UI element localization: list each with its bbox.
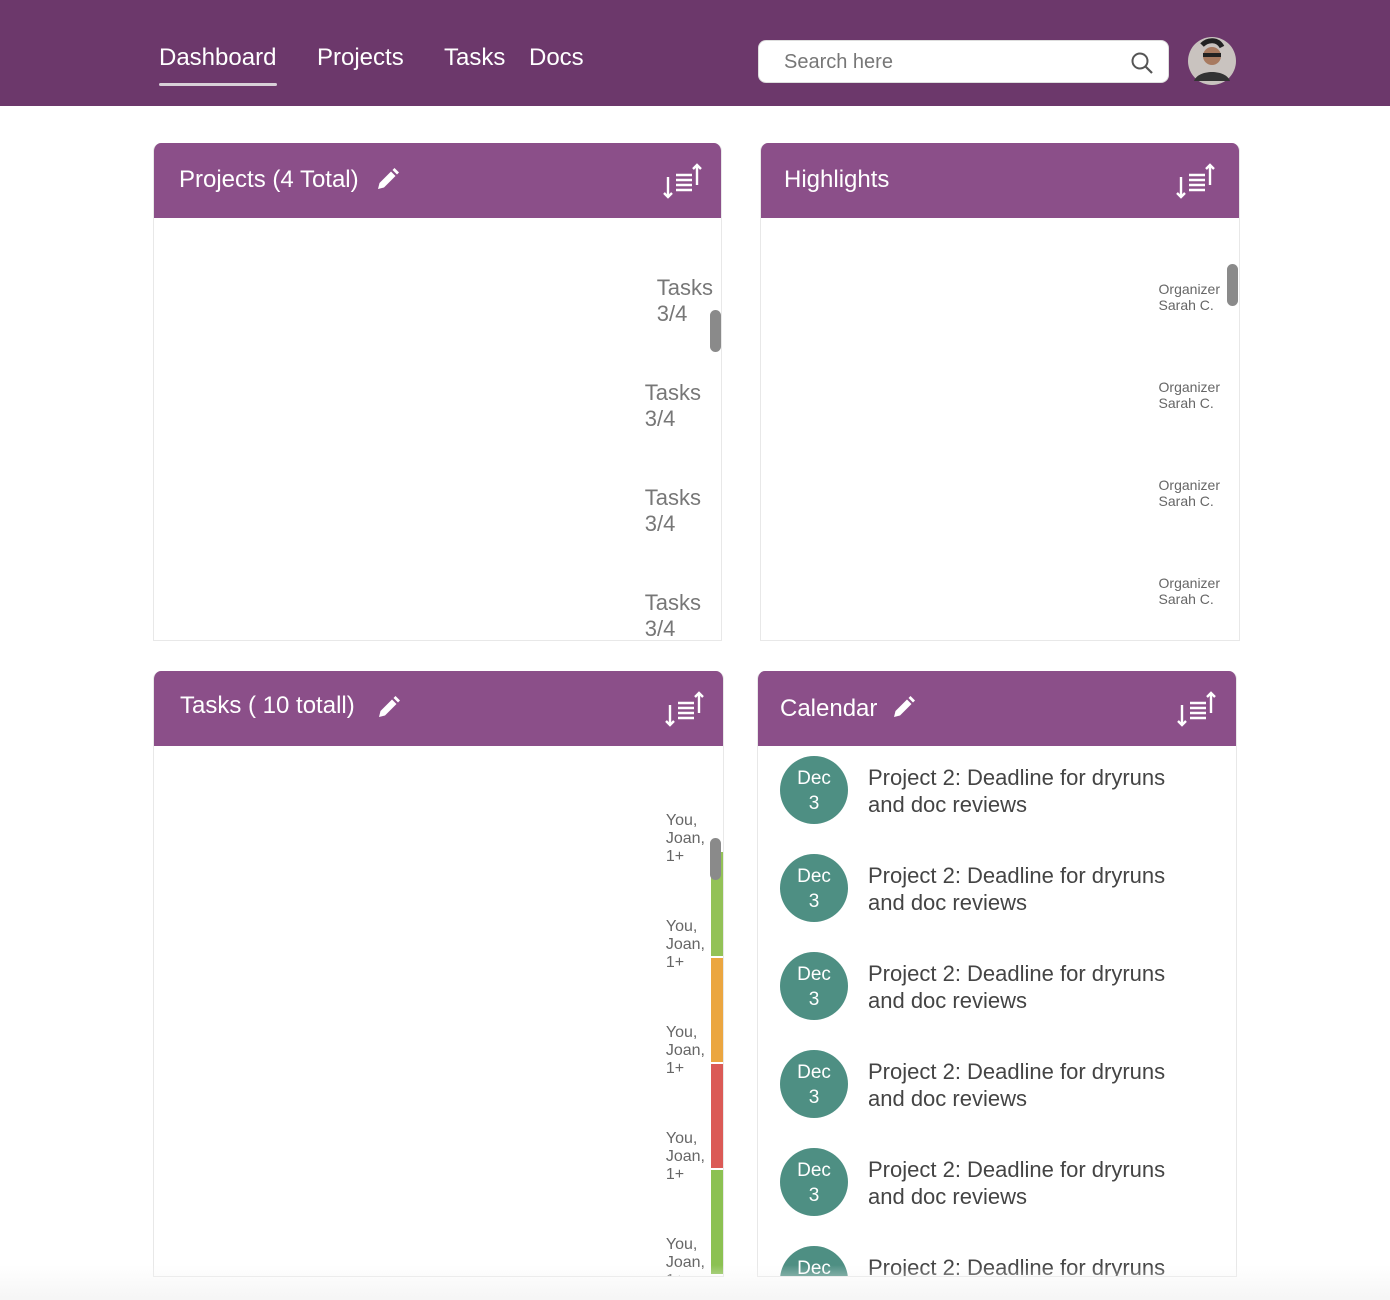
event-title: Project 2: Deadline for dryruns and doc …	[868, 863, 1166, 915]
sort-icon[interactable]	[664, 691, 704, 732]
date-day: 3	[808, 891, 820, 912]
nav-item[interactable]: Projects	[317, 44, 404, 71]
task-count: Tasks 3/4	[644, 380, 701, 431]
date-badge: Dec 3	[780, 952, 848, 1020]
task-status-stripe	[711, 1064, 723, 1168]
sort-icon[interactable]	[1175, 163, 1215, 204]
panel-body: Dec 3 Project 2: Deadline for dryruns and …	[758, 746, 1236, 1276]
panel-header: Tasks ( 10 totall)	[154, 671, 723, 746]
panel-title: Highlights	[784, 166, 890, 193]
date-day: 3	[808, 1185, 820, 1206]
event-title: Project 2: Deadline for dryruns and doc …	[868, 1157, 1166, 1209]
projects-panel: Projects (4 Total) Project number 152%Ta…	[153, 143, 722, 641]
panel-body: Project 2: Deadline for dryruns and doc …	[761, 218, 1239, 640]
nav-item[interactable]: Tasks	[444, 44, 506, 71]
panel-title: Projects (4 Total)	[179, 166, 359, 193]
organizer: Organizer Sarah C.	[1158, 575, 1220, 607]
task-count: Tasks 3/4	[644, 485, 701, 536]
edit-icon[interactable]	[374, 167, 400, 198]
panel-body: Project number 152%Tasks 3/4Project numb…	[154, 218, 721, 640]
panel-title: Tasks ( 10 totall)	[180, 692, 355, 719]
event-title: Project 2: Deadline for dryruns and doc …	[868, 765, 1166, 817]
task-assignees: You, Joan, 1+	[665, 1130, 705, 1183]
avatar[interactable]	[1188, 37, 1236, 85]
panel-title: Calendar	[780, 695, 878, 722]
date-month: Dec	[797, 768, 831, 789]
date-badge: Dec 3	[780, 1148, 848, 1216]
scrollbar[interactable]	[1227, 264, 1238, 306]
task-count: Tasks 3/4	[644, 590, 701, 640]
task-assignees: You, Joan, 1+	[665, 1024, 705, 1077]
task-assignees: You, Joan, 1+	[665, 812, 705, 865]
date-month: Dec	[797, 1160, 831, 1181]
nav-underline	[159, 83, 277, 86]
tasks-panel: Tasks ( 10 totall) Review the SOP on Han…	[153, 671, 724, 1277]
edit-icon[interactable]	[890, 695, 916, 726]
organizer: Organizer Sarah C.	[1158, 477, 1220, 509]
highlights-panel: Highlights Project 2: Deadline for dryru…	[760, 143, 1240, 641]
edit-icon[interactable]	[375, 695, 401, 726]
search-placeholder: Search here	[784, 51, 893, 73]
task-assignees: You, Joan, 1+	[665, 918, 705, 971]
task-status-stripe	[711, 958, 723, 1062]
date-badge: Dec 3	[780, 854, 848, 922]
panel-body: Review the SOP on Hank rev.1By ShannonYo…	[154, 746, 723, 1276]
date-day: 3	[808, 1087, 820, 1108]
organizer: Organizer Sarah C.	[1158, 379, 1220, 411]
date-month: Dec	[797, 964, 831, 985]
calendar-panel: Calendar Dec 3 Project 2: Deadline for dry…	[757, 671, 1237, 1277]
organizer: Organizer Sarah C.	[1158, 281, 1220, 313]
scrollbar[interactable]	[710, 838, 721, 880]
date-badge: Dec 3	[780, 756, 848, 824]
task-status-stripe	[711, 1170, 723, 1274]
panel-header: Calendar	[758, 671, 1236, 746]
nav-item[interactable]: Docs	[529, 44, 584, 71]
sort-icon[interactable]	[1176, 691, 1216, 732]
scrollbar[interactable]	[710, 310, 721, 352]
date-badge: Dec 3	[780, 1050, 848, 1118]
search-box[interactable]: Search here	[758, 40, 1169, 83]
event-title: Project 2: Deadline for dryruns and doc …	[868, 1059, 1166, 1111]
event-title: Project 2: Deadline for dryruns and doc …	[868, 961, 1166, 1013]
date-day: 3	[808, 989, 820, 1010]
search-icon	[1131, 52, 1153, 74]
panel-header: Highlights	[761, 143, 1239, 218]
sort-icon[interactable]	[662, 163, 702, 204]
task-count: Tasks 3/4	[656, 275, 713, 326]
bottom-fade	[0, 1265, 1390, 1300]
panel-header: Projects (4 Total)	[154, 143, 721, 218]
date-month: Dec	[797, 866, 831, 887]
nav-item[interactable]: Dashboard	[159, 44, 277, 71]
date-month: Dec	[797, 1062, 831, 1083]
top-bar: Dashboard Projects Tasks Docs Search here	[0, 0, 1390, 106]
date-day: 3	[808, 793, 820, 814]
